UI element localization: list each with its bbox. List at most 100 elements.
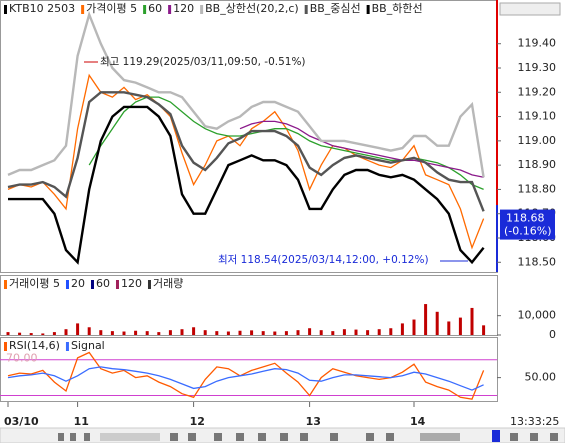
volume-panel [0, 275, 498, 336]
volume-bar [122, 331, 126, 335]
volume-bar [145, 331, 149, 335]
panel-buttons[interactable] [499, 2, 561, 16]
legend-label: 거래이평 5 [9, 277, 60, 290]
last-change: (-0.16%) [504, 225, 552, 238]
volume-bar [424, 304, 428, 335]
toolbar-icons[interactable] [58, 430, 558, 442]
volume-bar [308, 328, 312, 335]
volume-bar [157, 332, 161, 335]
volume-bar [110, 331, 114, 335]
legend-label: BB_중심선 [310, 2, 361, 15]
x-tick-label: 12 [190, 415, 205, 428]
legend-label: BB_하한선 [372, 1, 423, 15]
volume-bar [470, 307, 474, 335]
series-line [8, 105, 485, 265]
clock: 13:33:25 [510, 415, 559, 428]
legend-label: KTB10 2503 [9, 2, 75, 15]
volume-bar [342, 329, 346, 335]
last-price-box [500, 209, 555, 240]
volume-bar [354, 329, 358, 335]
volume-bar [215, 331, 219, 335]
volume-bar [29, 333, 33, 335]
low-annotation: 최저 118.54(2025/03/14,12:00, +0.12%) [218, 254, 429, 266]
y-tick-label: 119.30 [518, 61, 557, 74]
volume-bar [331, 331, 335, 335]
legend-swatch [4, 5, 7, 14]
legend-label: 120 [121, 277, 142, 290]
legend-swatch [81, 5, 85, 14]
legend-swatch [143, 5, 147, 14]
x-tick-label: 13 [306, 415, 321, 428]
y-tick-label: 118.50 [518, 255, 557, 268]
y-tick-label: 0 [549, 328, 556, 341]
legend-swatch [366, 5, 370, 14]
legend-label: 20 [71, 277, 85, 290]
legend-label: 가격이평 5 [86, 2, 137, 15]
y-tick-label: 10,000 [518, 309, 557, 322]
volume-bar [366, 330, 370, 335]
legend-swatch [4, 342, 7, 351]
volume-bar [87, 327, 91, 335]
legend-label: RSI(14,6) [9, 339, 60, 352]
series-line [7, 10, 485, 178]
volume-bar [192, 327, 196, 335]
legend-swatch [90, 280, 94, 289]
volume-bar [250, 330, 254, 335]
volume-bar [389, 328, 393, 335]
x-tick-label: 11 [74, 415, 89, 428]
y-tick-label: 118.80 [518, 182, 557, 195]
legend-label: 거래량 [153, 277, 183, 290]
volume-bar [296, 330, 300, 335]
last-price: 118.68 [506, 212, 545, 225]
series-line [7, 351, 485, 400]
volume-bar [6, 332, 10, 335]
volume-bar [435, 311, 439, 335]
volume-bar [180, 329, 184, 335]
y-tick-label: 118.90 [518, 158, 557, 171]
volume-bar [76, 323, 80, 335]
legend-label: BB_상한선(20,2,c) [205, 2, 299, 15]
y-tick-label: 119.00 [518, 134, 557, 147]
rsi-panel [0, 337, 498, 402]
high-annotation: 최고 119.29(2025/03/11,09:50, -0.51%) [100, 56, 306, 68]
volume-bar [203, 330, 207, 335]
level-label: 70.00 [6, 352, 38, 365]
volume-bar [319, 330, 323, 335]
legend-label: 120 [173, 2, 194, 15]
legend-label: 60 [148, 2, 162, 15]
x-tick-label: 03/10 [4, 415, 39, 428]
volume-bar [284, 331, 288, 335]
series-line [7, 73, 485, 250]
y-tick-label: 50.00 [525, 371, 557, 384]
legend-label: Signal [71, 339, 105, 352]
y-tick-label: 119.20 [518, 85, 557, 98]
legend-swatch [4, 280, 7, 289]
volume-bar [412, 319, 416, 335]
legend-label: 60 [96, 277, 110, 290]
legend-swatch [168, 5, 172, 14]
legend-swatch [115, 280, 119, 289]
volume-bar [273, 331, 277, 335]
volume-bar [18, 332, 22, 335]
volume-bar [261, 331, 265, 335]
x-tick-label: 14 [410, 415, 426, 428]
volume-bar [134, 330, 138, 335]
volume-bar [458, 317, 462, 335]
legend-swatch [65, 280, 69, 289]
y-tick-label: 119.40 [518, 37, 557, 50]
volume-bar [52, 332, 56, 335]
volume-bar [377, 329, 381, 335]
volume-bar [238, 330, 242, 335]
volume-bar [41, 333, 45, 335]
volume-bar [99, 330, 103, 335]
series-line [7, 366, 484, 391]
volume-bar [482, 325, 486, 335]
volume-bar [64, 329, 68, 335]
series-line [7, 91, 485, 212]
y-tick-label: 119.10 [518, 110, 557, 123]
volume-bar [168, 330, 172, 335]
legend-swatch [65, 342, 69, 351]
legend-swatch [200, 5, 204, 14]
volume-bar [226, 331, 230, 335]
